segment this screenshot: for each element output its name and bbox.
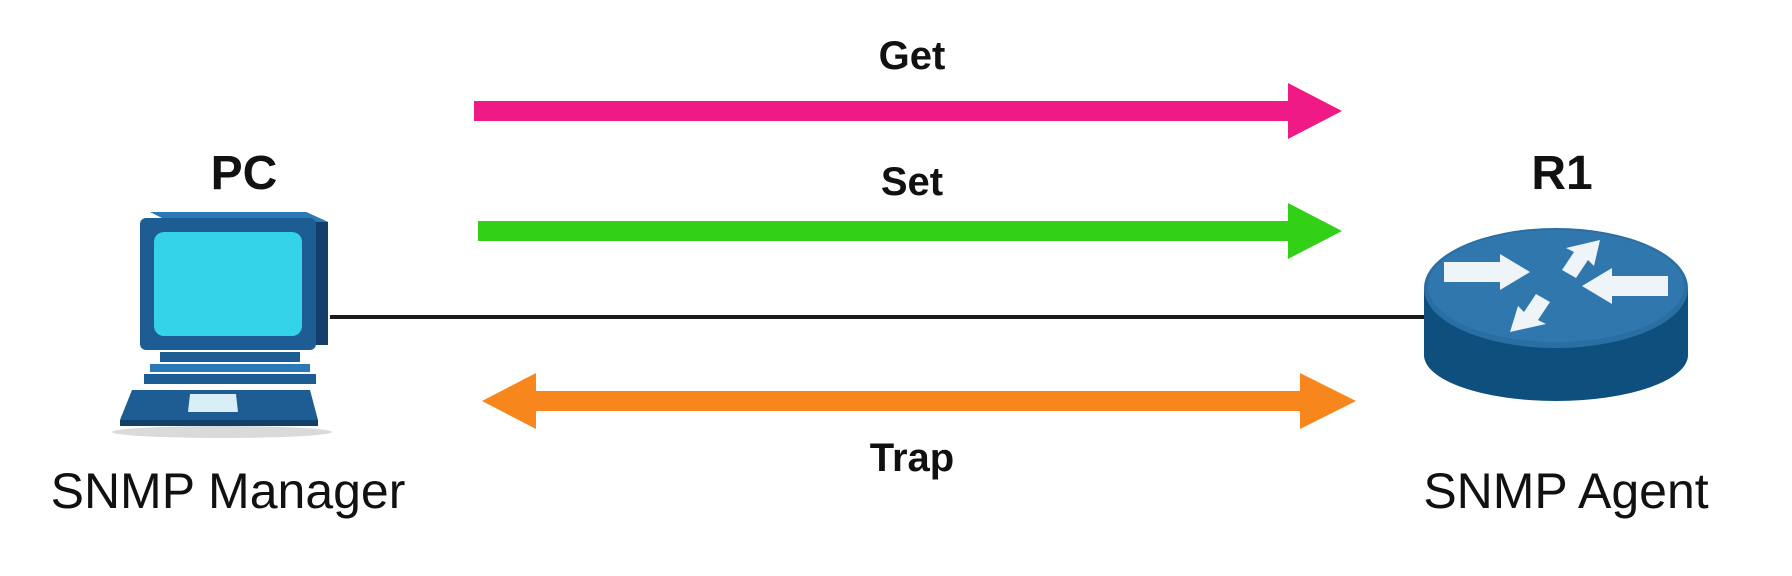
agent-title: R1 bbox=[1531, 147, 1593, 200]
manager-title: PC bbox=[210, 147, 278, 200]
trap-arrow bbox=[482, 373, 1356, 429]
get-label: Get bbox=[878, 34, 946, 78]
router-icon bbox=[1424, 228, 1688, 401]
set-label: Set bbox=[880, 160, 944, 204]
set-arrow bbox=[478, 203, 1342, 259]
get-arrow bbox=[474, 83, 1342, 139]
pc-icon bbox=[112, 212, 332, 438]
agent-role-label: SNMP Agent bbox=[1423, 463, 1709, 519]
router-arrows-icon bbox=[1444, 240, 1668, 332]
manager-role-label: SNMP Manager bbox=[50, 463, 406, 519]
trap-label: Trap bbox=[869, 436, 955, 480]
